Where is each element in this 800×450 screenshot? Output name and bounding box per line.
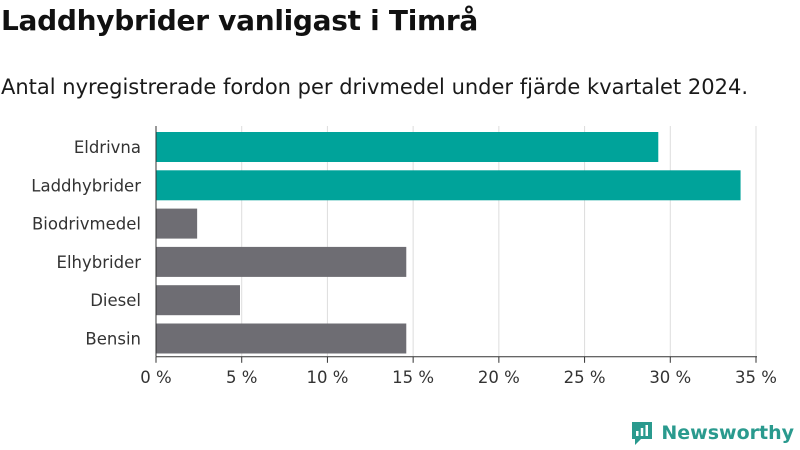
category-label: Elhybrider	[57, 253, 142, 272]
x-tick-label: 0 %	[140, 368, 171, 387]
bar	[156, 323, 407, 354]
bar	[156, 132, 659, 162]
x-tick-label: 5 %	[226, 368, 257, 387]
bar	[156, 246, 407, 277]
x-tick-label: 20 %	[478, 368, 520, 387]
newsworthy-brand: Newsworthy	[630, 420, 794, 446]
bar	[156, 285, 240, 316]
category-label: Bensin	[85, 330, 141, 349]
chart-subtitle: Antal nyregistrerade fordon per drivmede…	[1, 75, 749, 99]
bar	[156, 208, 198, 239]
chart-title: Laddhybrider vanligast i Timrå	[1, 4, 478, 37]
bar-chart: Eldrivna Laddhybrider Biodrivmedel Elhybrid…	[31, 126, 777, 387]
x-tick-label: 10 %	[306, 368, 348, 387]
category-label: Eldrivna	[74, 138, 141, 157]
category-label: Diesel	[90, 291, 141, 310]
category-label: Biodrivmedel	[32, 215, 141, 234]
x-tick-label: 35 %	[735, 368, 777, 387]
category-label: Laddhybrider	[31, 176, 141, 195]
x-tick-label: 25 %	[564, 368, 606, 387]
bar	[156, 170, 741, 201]
brand-name: Newsworthy	[661, 422, 794, 444]
newsworthy-logo-icon	[632, 422, 653, 445]
x-tick-label: 15 %	[392, 368, 434, 387]
x-tick-label: 30 %	[649, 368, 691, 387]
